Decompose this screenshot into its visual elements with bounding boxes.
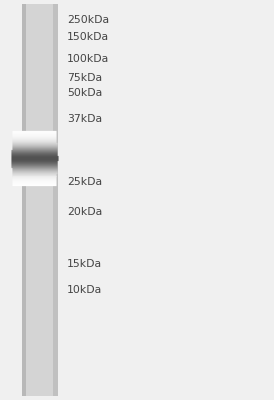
Text: 20kDa: 20kDa	[67, 207, 102, 217]
Text: 250kDa: 250kDa	[67, 15, 109, 25]
Text: 37kDa: 37kDa	[67, 114, 102, 124]
Text: 75kDa: 75kDa	[67, 73, 102, 83]
Text: 10kDa: 10kDa	[67, 285, 102, 295]
Bar	[53, 4, 58, 396]
Text: 15kDa: 15kDa	[67, 259, 102, 269]
Text: 100kDa: 100kDa	[67, 54, 109, 64]
Bar	[22, 4, 58, 396]
Text: 150kDa: 150kDa	[67, 32, 109, 42]
Text: 50kDa: 50kDa	[67, 88, 102, 98]
Text: 25kDa: 25kDa	[67, 177, 102, 187]
Bar	[22, 4, 26, 396]
